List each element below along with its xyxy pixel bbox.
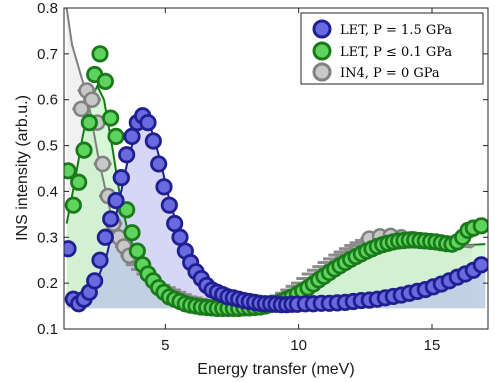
data-point-let-p-0-1-gpa (80, 114, 98, 132)
data-point-let-p-0-1-gpa (75, 141, 93, 159)
data-point-let-p-1-5-gpa (123, 127, 141, 145)
legend-label-let-high-pressure: LET, P = 1.5 GPa (340, 23, 452, 38)
data-point-let-p-1-5-gpa (144, 132, 162, 150)
data-point-let-p-0-1-gpa (96, 72, 114, 90)
data-point-let-p-0-1-gpa (472, 217, 488, 235)
data-point-let-p-0-1-gpa (64, 196, 82, 214)
x-tick-label: 15 (424, 337, 441, 354)
data-point-let-p-0-1-gpa (118, 201, 136, 219)
y-tick-label: 0.5 (37, 138, 58, 155)
y-tick-label: 0.4 (37, 183, 58, 200)
y-tick-label: 0.6 (37, 92, 58, 109)
data-point-let-p-1-5-gpa (160, 196, 178, 214)
data-point-let-p-1-5-gpa (112, 169, 130, 187)
data-point-in4 (94, 155, 111, 173)
data-point-let-p-0-1-gpa (128, 242, 146, 260)
y-tick-label: 0.8 (37, 0, 58, 17)
legend: LET, P = 1.5 GPa LET, P ≤ 0.1 GPa IN4, P… (300, 12, 484, 85)
data-point-let-p-0-1-gpa (64, 162, 77, 180)
data-point-let-p-0-1-gpa (123, 224, 141, 242)
x-axis-label: Energy transfer (meV) (197, 361, 354, 378)
data-point-let-p-0-1-gpa (102, 109, 120, 127)
x-tick-label: 5 (161, 337, 169, 354)
data-point-let-p-1-5-gpa (155, 178, 173, 196)
area-let-p-1-5-gpa (66, 115, 486, 309)
data-point-let-p-0-1-gpa (91, 45, 109, 63)
data-point-let-p-1-5-gpa (171, 228, 189, 246)
data-point-let-p-1-5-gpa (96, 228, 114, 246)
legend-label-let-low-pressure: LET, P ≤ 0.1 GPa (340, 45, 452, 60)
legend-marker-let-low-pressure (312, 41, 332, 61)
data-point-let-p-1-5-gpa (150, 155, 168, 173)
plot-frame (63, 7, 489, 330)
data-point-layer (64, 45, 488, 317)
data-point-let-p-1-5-gpa (166, 214, 184, 233)
legend-marker-in4 (312, 62, 332, 82)
y-axis-label: INS intensity (arb.u.) (14, 95, 31, 241)
data-point-in4 (73, 100, 90, 118)
x-tick-label: 10 (290, 337, 307, 354)
data-point-let-p-0-1-gpa (70, 173, 88, 191)
data-point-in4 (83, 91, 101, 108)
y-tick-label: 0.7 (37, 46, 58, 63)
legend-label-in4: IN4, P = 0 GPa (340, 66, 440, 81)
data-point-let-p-1-5-gpa (472, 256, 488, 274)
axes-layer: 5 10 15 0.1 0.2 0.3 0.4 0.5 0.6 0.7 0.8 (37, 0, 488, 354)
data-point-let-p-1-5-gpa (118, 146, 136, 164)
data-point-let-p-1-5-gpa (86, 272, 104, 290)
y-tick-label: 0.2 (37, 275, 58, 292)
data-point-let-p-1-5-gpa (64, 240, 77, 258)
y-tick-label: 0.1 (37, 321, 58, 338)
data-point-let-p-1-5-gpa (91, 251, 109, 269)
data-point-let-p-1-5-gpa (139, 114, 157, 132)
y-tick-label: 0.3 (37, 229, 58, 246)
legend-marker-let-high-pressure (312, 19, 332, 39)
data-point-let-p-1-5-gpa (102, 210, 120, 228)
data-point-let-p-0-1-gpa (107, 127, 125, 145)
data-point-let-p-1-5-gpa (107, 192, 125, 210)
